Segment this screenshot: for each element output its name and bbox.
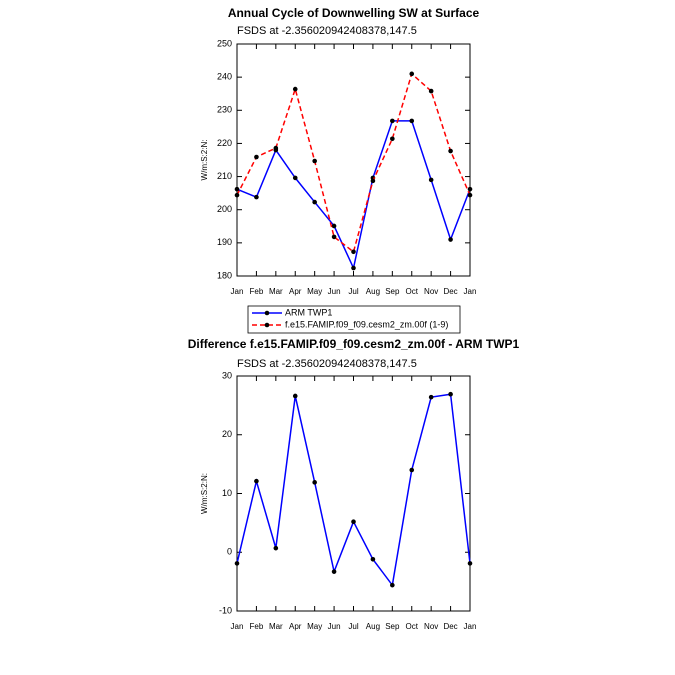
x-tick-label: Jan xyxy=(231,287,244,296)
y-axis-label: W/m:S:2:N: xyxy=(200,140,209,181)
data-point xyxy=(428,394,434,400)
legend-label: f.e15.FAMIP.f09_f09.cesm2_zm.00f (1-9) xyxy=(285,319,448,329)
x-tick-label: Jun xyxy=(328,622,341,631)
x-tick-label: Jul xyxy=(348,622,358,631)
x-tick-label: Aug xyxy=(366,622,380,631)
data-point xyxy=(292,86,298,92)
data-point xyxy=(331,569,337,574)
data-point xyxy=(273,145,279,151)
data-point xyxy=(254,154,259,160)
data-point xyxy=(273,545,279,551)
y-tick-label: 20 xyxy=(222,429,232,439)
data-point xyxy=(351,265,356,271)
data-point xyxy=(254,194,259,200)
chart-title: Difference f.e15.FAMIP.f09_f09.cesm2_zm.… xyxy=(188,337,520,351)
x-tick-label: Oct xyxy=(406,287,419,296)
x-tick-label: Aug xyxy=(366,287,380,296)
x-tick-label: Mar xyxy=(269,287,283,296)
data-point xyxy=(312,480,317,485)
data-point xyxy=(467,186,473,192)
y-tick-label: 180 xyxy=(217,270,232,280)
x-tick-label: Jul xyxy=(348,287,358,296)
y-tick-label: 220 xyxy=(217,138,232,148)
legend-marker xyxy=(264,310,270,316)
x-tick-label: Sep xyxy=(385,287,400,296)
x-tick-label: Apr xyxy=(289,622,302,631)
y-tick-label: 200 xyxy=(217,204,232,214)
data-point xyxy=(254,478,259,484)
x-tick-label: Oct xyxy=(406,622,419,631)
y-tick-label: 250 xyxy=(217,38,232,48)
data-point xyxy=(234,186,240,192)
x-tick-label: Jan xyxy=(464,622,477,631)
chart-subtitle: FSDS at -2.356020942408378,147.5 xyxy=(237,358,417,370)
x-tick-label: Sep xyxy=(385,622,400,631)
data-point xyxy=(428,177,434,183)
data-point xyxy=(390,136,395,142)
x-tick-label: Dec xyxy=(443,287,457,296)
y-tick-label: 10 xyxy=(222,488,232,498)
data-point xyxy=(234,561,240,566)
plot-frame xyxy=(236,375,471,612)
y-tick-label: 240 xyxy=(217,72,232,82)
legend-label: ARM TWP1 xyxy=(285,307,332,317)
y-tick-label: 230 xyxy=(217,105,232,115)
x-tick-label: May xyxy=(307,622,322,631)
data-point xyxy=(467,192,473,198)
x-tick-label: Feb xyxy=(250,287,264,296)
y-tick-label: 0 xyxy=(227,547,232,557)
x-tick-label: Jan xyxy=(464,287,477,296)
data-point xyxy=(467,561,473,566)
x-tick-label: Dec xyxy=(443,622,457,631)
data-point xyxy=(390,118,395,124)
data-point xyxy=(331,234,337,240)
y-tick-label: 30 xyxy=(222,370,232,380)
x-tick-label: Apr xyxy=(289,287,302,296)
plot-frame xyxy=(236,43,471,277)
x-tick-label: May xyxy=(307,287,322,296)
x-tick-label: Jun xyxy=(328,287,341,296)
data-point xyxy=(331,223,337,229)
y-tick-label: 190 xyxy=(217,237,232,247)
data-point xyxy=(370,178,376,184)
data-point xyxy=(390,582,395,588)
data-point xyxy=(234,192,240,198)
x-tick-label: Feb xyxy=(250,622,264,631)
series-line xyxy=(236,72,471,254)
chart-title: Annual Cycle of Downwelling SW at Surfac… xyxy=(228,6,480,20)
data-point xyxy=(312,158,317,164)
data-point xyxy=(448,237,453,242)
data-point xyxy=(409,118,415,124)
data-point xyxy=(351,249,356,255)
data-point xyxy=(370,557,376,562)
series-line xyxy=(236,393,471,587)
data-point xyxy=(409,467,415,473)
data-point xyxy=(292,393,298,399)
chart-subtitle: FSDS at -2.356020942408378,147.5 xyxy=(237,25,417,37)
data-point xyxy=(428,88,434,94)
x-tick-label: Nov xyxy=(424,287,438,296)
x-tick-label: Nov xyxy=(424,622,438,631)
y-tick-label: 210 xyxy=(217,171,232,181)
data-point xyxy=(448,391,453,397)
data-point xyxy=(312,199,317,205)
x-tick-label: Mar xyxy=(269,622,283,631)
data-point xyxy=(409,71,415,77)
y-axis-label: W/m:S:2:N: xyxy=(200,473,209,514)
x-tick-label: Jan xyxy=(231,622,244,631)
data-point xyxy=(292,175,298,181)
legend-box xyxy=(247,305,461,334)
y-tick-label: -10 xyxy=(219,605,232,615)
data-point xyxy=(448,148,453,154)
data-point xyxy=(351,519,356,524)
series-line xyxy=(236,120,471,271)
legend-marker xyxy=(264,322,270,328)
